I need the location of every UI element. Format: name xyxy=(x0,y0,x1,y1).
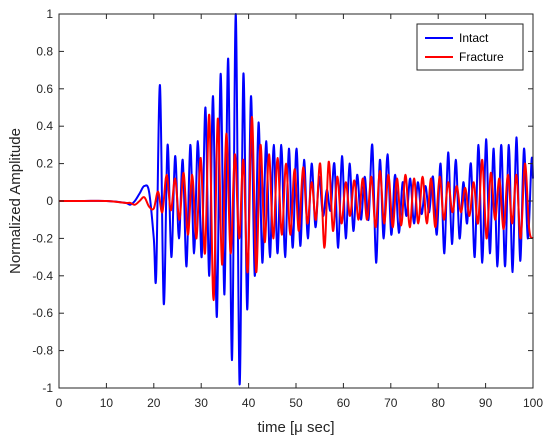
x-tick-label: 80 xyxy=(432,396,446,410)
series-layer xyxy=(59,12,534,386)
y-tick-label: 0 xyxy=(46,194,53,208)
y-axis-ticks: 1 0.8 0.6 0.4 0.2 0 -0.2 -0.4 -0.6 -0.8 -1 xyxy=(32,7,533,395)
x-tick-label: 0 xyxy=(56,396,63,410)
y-tick-label: 1 xyxy=(46,7,53,21)
y-tick-label: 0.4 xyxy=(36,119,53,133)
series-line-intact xyxy=(59,12,534,386)
x-tick-label: 100 xyxy=(523,396,543,410)
x-tick-label: 40 xyxy=(242,396,256,410)
x-tick-label: 90 xyxy=(479,396,493,410)
y-tick-label: -0.4 xyxy=(32,269,53,283)
x-tick-label: 30 xyxy=(195,396,209,410)
legend-label-fracture: Fracture xyxy=(459,50,504,64)
y-tick-label: 0.6 xyxy=(36,82,53,96)
y-axis-label: Normalized Amplitude xyxy=(7,128,24,274)
x-tick-label: 70 xyxy=(384,396,398,410)
y-tick-label: 0.8 xyxy=(36,44,53,58)
legend: Intact Fracture xyxy=(416,23,524,71)
legend-label-intact: Intact xyxy=(459,31,489,45)
x-tick-label: 60 xyxy=(337,396,351,410)
y-tick-label: -0.8 xyxy=(32,344,53,358)
series-line-fracture xyxy=(59,113,534,302)
x-tick-label: 50 xyxy=(289,396,303,410)
x-tick-label: 20 xyxy=(147,396,161,410)
legend-box xyxy=(416,23,524,71)
x-tick-label: 10 xyxy=(100,396,114,410)
x-axis-ticks: 0 10 20 30 40 50 60 70 80 90 100 xyxy=(56,14,543,410)
x-axis-label: time [μ sec] xyxy=(258,419,335,436)
y-tick-label: -1 xyxy=(42,381,53,395)
y-tick-label: 0.2 xyxy=(36,157,53,171)
y-tick-label: -0.2 xyxy=(32,231,53,245)
y-tick-label: -0.6 xyxy=(32,306,53,320)
